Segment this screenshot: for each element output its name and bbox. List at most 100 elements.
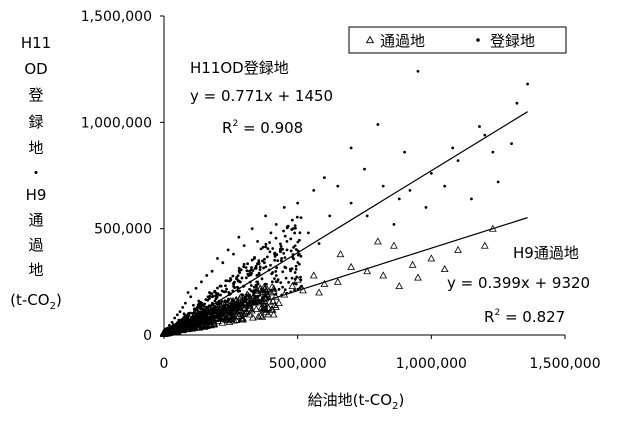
data-point-registered [216, 257, 219, 260]
data-point-registered [312, 188, 316, 192]
x-tick-label: 1,000,000 [396, 356, 467, 372]
data-point-registered [265, 255, 269, 259]
data-point-through [264, 303, 273, 311]
data-point-registered [189, 295, 193, 299]
data-point-through [225, 313, 234, 321]
data-point-registered [206, 298, 210, 302]
data-point-registered [171, 322, 175, 326]
r2-prefix: R [222, 119, 232, 137]
data-point-registered [255, 273, 259, 277]
data-point-registered [224, 284, 227, 288]
data-point-through [268, 282, 276, 290]
data-point-registered [225, 287, 228, 291]
data-point-registered [261, 259, 264, 263]
data-point-registered [293, 224, 297, 228]
data-point-through [200, 315, 208, 323]
data-point-registered [323, 176, 326, 180]
data-point-registered [293, 231, 297, 235]
data-point-through [247, 306, 256, 314]
data-point-registered [349, 146, 353, 150]
data-point-registered [274, 269, 278, 273]
data-point-registered [284, 266, 288, 270]
data-point-registered [250, 258, 254, 262]
data-point-registered [250, 266, 253, 269]
data-point-registered [178, 310, 182, 314]
data-point-registered [283, 256, 287, 260]
data-point-registered [235, 277, 238, 281]
data-point-registered [237, 279, 241, 283]
data-point-registered [273, 277, 276, 281]
data-point-registered [285, 239, 289, 243]
data-point-registered [238, 289, 242, 293]
data-point-registered [254, 264, 258, 268]
r2-sup: 2 [232, 119, 238, 129]
data-point-through [202, 307, 211, 315]
data-point-registered [188, 311, 192, 315]
data-point-registered [252, 285, 256, 289]
data-point-through [259, 304, 268, 312]
data-point-through [260, 293, 269, 301]
data-point-registered [257, 262, 261, 266]
data-point-registered [177, 318, 181, 322]
data-point-through [347, 262, 356, 270]
data-point-registered [285, 225, 289, 229]
data-point-registered [226, 248, 230, 252]
data-point-registered [241, 293, 245, 297]
y-axis-title-line: H11 [21, 34, 51, 52]
data-point-through [252, 305, 261, 313]
data-point-registered [258, 268, 262, 272]
data-point-registered [253, 256, 256, 259]
data-point-registered [242, 262, 246, 266]
y-axis-unit-sub: 2 [50, 301, 56, 312]
data-point-through [267, 305, 276, 313]
data-point-registered [210, 292, 214, 296]
data-point-through [414, 273, 422, 281]
data-point-registered [392, 223, 396, 226]
r2-value: = 0.827 [500, 308, 565, 326]
data-point-through [250, 295, 259, 303]
data-point-registered [470, 197, 473, 201]
data-point-registered [515, 101, 519, 105]
data-point-registered [244, 266, 248, 269]
data-point-through [216, 309, 225, 317]
data-point-through [252, 289, 261, 297]
data-point-through [239, 296, 248, 304]
data-point-registered [240, 276, 244, 280]
data-point-registered [443, 184, 447, 188]
data-point-registered [210, 295, 214, 299]
y-axis-unit-main: (t-CO [10, 291, 49, 309]
data-point-through [245, 300, 254, 308]
annotation-registered-label: H11OD登録地 [190, 59, 289, 77]
data-point-registered [219, 293, 222, 297]
data-point-registered [328, 214, 332, 218]
data-point-registered [242, 265, 246, 269]
data-point-through [480, 241, 489, 249]
data-point-registered [290, 228, 294, 231]
data-point-through [228, 299, 237, 306]
data-point-registered [273, 258, 277, 262]
data-point-registered [274, 280, 278, 284]
data-point-registered [279, 281, 283, 285]
data-point-registered [280, 257, 284, 260]
data-point-registered [285, 248, 289, 252]
data-point-registered [183, 301, 187, 305]
data-point-registered [271, 271, 275, 274]
data-point-through [264, 310, 273, 318]
data-point-through [218, 318, 227, 326]
data-point-registered [275, 266, 279, 270]
data-point-through [233, 312, 241, 320]
data-point-registered [289, 249, 293, 253]
data-point-registered [306, 231, 310, 235]
data-point-registered [265, 282, 268, 286]
y-axis-title-line: ・ [28, 164, 43, 182]
data-point-through [240, 299, 249, 307]
data-point-registered [336, 184, 340, 188]
data-point-through [258, 312, 267, 320]
data-point-registered [290, 276, 294, 280]
data-point-through [226, 296, 235, 304]
data-point-registered [213, 299, 217, 303]
trendline-through [163, 217, 528, 334]
data-point-registered [196, 304, 200, 307]
data-point-registered [365, 214, 369, 218]
data-point-through [267, 288, 275, 296]
